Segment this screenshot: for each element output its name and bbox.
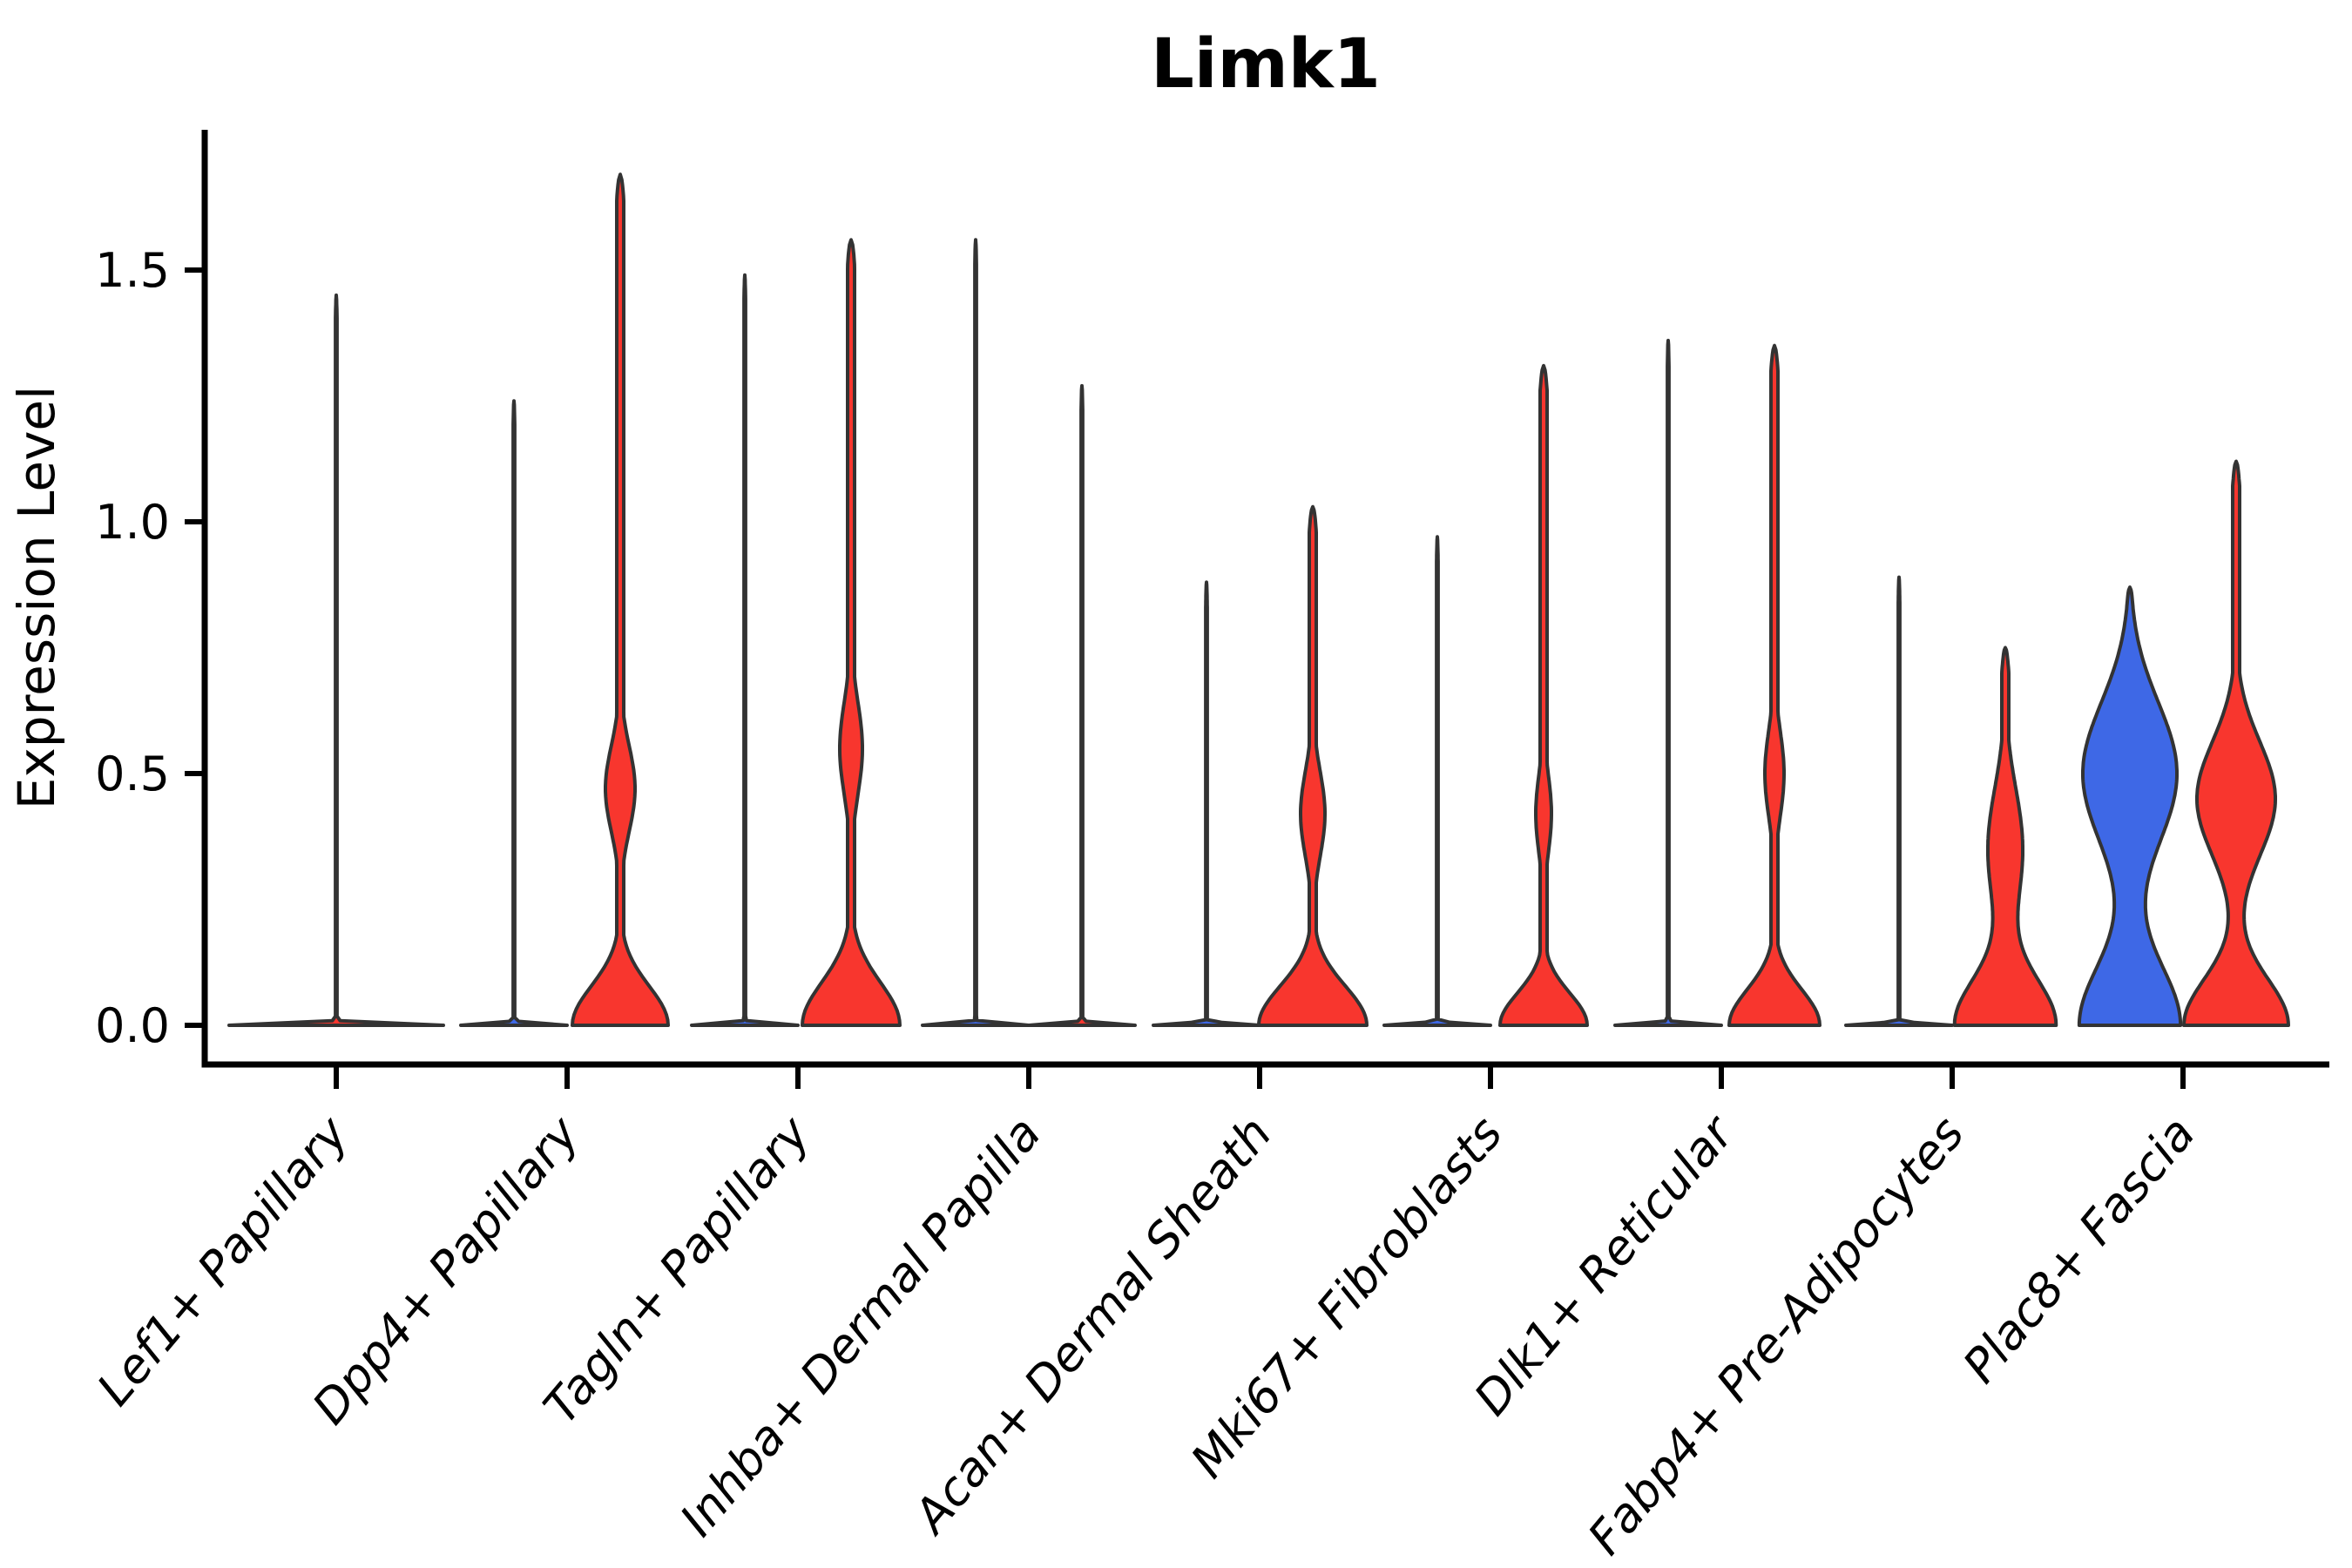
violin-left: [1613, 338, 1723, 1027]
violin-right: [1498, 363, 1589, 1027]
violin-single: [227, 293, 445, 1027]
y-ticks-group: 0.0 0.5 1.0 1.5: [95, 243, 205, 1053]
y-tick-label: 0.0: [95, 998, 170, 1053]
violin-right: [1952, 645, 2058, 1027]
y-axis-label: Expression Level: [7, 386, 66, 809]
violin-right: [1257, 504, 1369, 1027]
violin-left: [459, 399, 569, 1027]
violin-right: [1027, 383, 1137, 1027]
violin-right: [1727, 343, 1821, 1027]
violin-left: [921, 238, 1031, 1027]
violin-left: [2077, 585, 2183, 1027]
violin-left: [1152, 580, 1261, 1027]
violin-left: [690, 273, 800, 1027]
violin-left: [1844, 575, 1954, 1027]
violin-right: [801, 238, 902, 1027]
violin-right: [2182, 459, 2290, 1027]
violin-right: [571, 172, 670, 1027]
axes-group: [201, 130, 2329, 1068]
chart-title: Limk1: [1151, 25, 1381, 104]
y-tick-label: 1.0: [95, 495, 170, 550]
y-tick-label: 0.5: [95, 747, 170, 801]
violin-left: [1382, 535, 1492, 1027]
violins-group: [227, 172, 2290, 1027]
y-tick-label: 1.5: [95, 243, 170, 298]
